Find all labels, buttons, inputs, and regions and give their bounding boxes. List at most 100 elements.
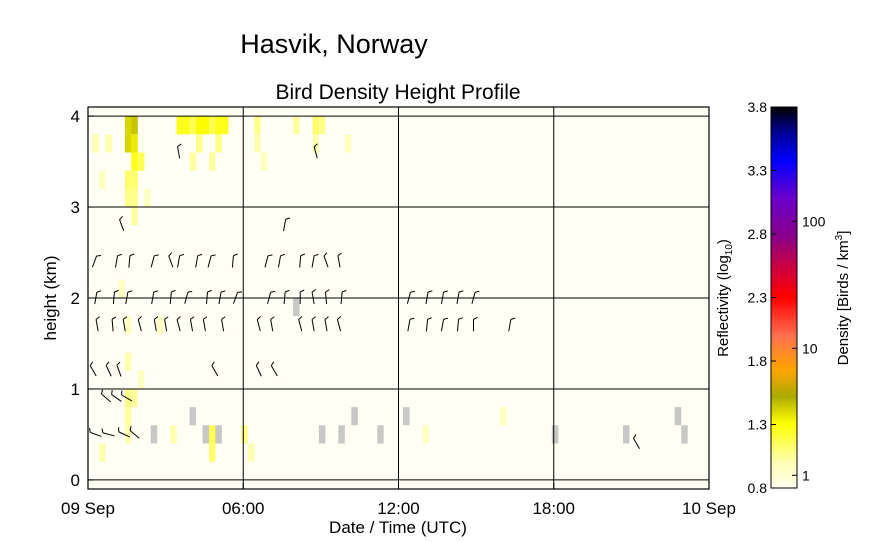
wind-barb xyxy=(425,290,433,304)
wind-barb xyxy=(189,316,195,332)
density-cell xyxy=(137,152,145,171)
wind-barb xyxy=(153,316,159,332)
wind-barb xyxy=(340,289,347,305)
wind-barb xyxy=(101,389,112,403)
density-cell xyxy=(124,170,132,189)
wind-barb xyxy=(633,434,640,449)
wind-barb xyxy=(311,253,319,268)
wind-barb xyxy=(456,290,464,304)
density-cell xyxy=(170,425,177,444)
density-cell xyxy=(241,425,248,444)
wind-barb xyxy=(406,290,415,304)
suptitle: Hasvik, Norway xyxy=(240,29,428,59)
density-cell xyxy=(312,116,319,135)
density-cell xyxy=(92,134,99,153)
x-tick-label: 09 Sep xyxy=(61,499,115,518)
y-tick-label: 3 xyxy=(71,198,80,217)
wind-barb xyxy=(256,316,261,332)
density-cell xyxy=(137,370,145,389)
missing-data-cell xyxy=(189,407,197,426)
y-tick-label: 1 xyxy=(71,380,80,399)
wind-barb xyxy=(111,316,117,332)
wind-barb xyxy=(164,316,169,332)
density-cell xyxy=(209,443,216,462)
wind-barb xyxy=(151,290,159,304)
density-cell xyxy=(254,116,261,135)
density-cell xyxy=(196,116,203,135)
colorbar-right-label-end: ] xyxy=(835,231,852,235)
colorbar-left-tick-label: 2.8 xyxy=(748,226,768,242)
y-axis-ticks: 0 1 2 3 4 xyxy=(71,107,94,490)
wind-barb xyxy=(177,253,185,268)
wind-barb xyxy=(112,289,119,305)
wind-barb xyxy=(299,253,306,268)
wind-barb xyxy=(267,290,276,304)
wind-barb xyxy=(177,143,182,159)
missing-data-cell xyxy=(318,425,326,444)
wind-barb xyxy=(231,253,238,268)
density-cell xyxy=(124,425,132,444)
wind-barb xyxy=(94,290,102,304)
wind-barb xyxy=(168,252,174,268)
density-cell xyxy=(157,316,164,335)
wind-barb xyxy=(118,427,130,438)
wind-barb xyxy=(311,316,316,332)
density-cell xyxy=(131,188,138,208)
wind-barb xyxy=(508,317,516,332)
colorbar-left-label: Reflectivity (log10) xyxy=(715,239,735,357)
wind-barb xyxy=(184,290,193,304)
wind-barb xyxy=(150,254,159,268)
y-tick-label: 0 xyxy=(71,471,80,490)
density-cell xyxy=(196,134,203,153)
wind-barb xyxy=(121,390,133,402)
density-cell xyxy=(99,443,106,462)
missing-data-cell xyxy=(338,425,345,444)
wind-barb xyxy=(336,316,342,332)
density-cell xyxy=(131,170,138,189)
density-cell xyxy=(99,170,106,189)
density-cell xyxy=(202,116,209,135)
missing-data-cell xyxy=(403,407,410,426)
wind-barb xyxy=(195,253,203,268)
colorbar-right-ticks: 1 10 100 xyxy=(792,213,826,483)
y-axis-label: height (km) xyxy=(41,255,60,340)
density-cell xyxy=(209,425,216,444)
x-tick-label: 10 Sep xyxy=(682,499,736,518)
wind-barb xyxy=(456,317,463,332)
density-cell xyxy=(209,116,216,135)
wind-barb xyxy=(440,317,448,332)
density-cell xyxy=(318,116,326,135)
wind-barb xyxy=(425,317,432,332)
missing-data-cell xyxy=(150,425,158,444)
density-cell xyxy=(118,279,125,298)
wind-barb xyxy=(324,316,329,332)
density-cell xyxy=(105,134,112,153)
x-axis-label: Date / Time (UTC) xyxy=(329,518,467,537)
wind-barb xyxy=(211,361,219,377)
density-cell xyxy=(422,425,429,444)
y-tick-label: 2 xyxy=(71,289,80,308)
density-cell xyxy=(131,116,138,135)
colorbar-left-tick-label: 1.3 xyxy=(748,417,768,433)
wind-barb xyxy=(89,427,102,437)
wind-barb xyxy=(111,390,122,402)
density-cell xyxy=(215,116,222,135)
density-cell xyxy=(215,134,222,153)
density-cell xyxy=(124,316,132,335)
wind-barb xyxy=(264,254,273,268)
chart-title: Bird Density Height Profile xyxy=(275,81,520,104)
density-cell xyxy=(124,134,132,153)
y-tick-label: 4 xyxy=(71,107,80,126)
wind-barb xyxy=(95,316,100,332)
missing-data-cell xyxy=(674,407,682,426)
wind-barb xyxy=(101,428,115,437)
wind-barb xyxy=(207,254,216,268)
wind-barb xyxy=(114,253,122,268)
missing-data-cell xyxy=(681,425,688,444)
wind-barb xyxy=(471,290,480,304)
colorbar-right-tick-label: 100 xyxy=(802,213,826,229)
colorbar-left-label-main: Reflectivity (log xyxy=(715,255,732,357)
colorbar-left-label-end: ) xyxy=(715,239,732,244)
missing-data-cell xyxy=(377,425,384,444)
wind-barb xyxy=(255,361,262,377)
